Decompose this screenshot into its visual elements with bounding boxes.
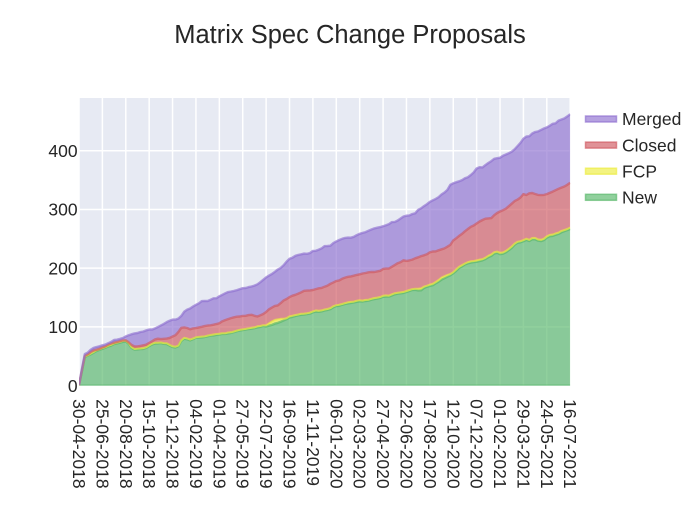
svg-text:22-07-2019: 22-07-2019 xyxy=(256,399,276,489)
svg-text:11-11-2019: 11-11-2019 xyxy=(303,399,323,486)
svg-text:17-08-2020: 17-08-2020 xyxy=(420,399,440,489)
svg-text:Closed: Closed xyxy=(622,135,676,155)
svg-text:29-03-2021: 29-03-2021 xyxy=(513,399,533,489)
svg-text:Merged: Merged xyxy=(622,109,681,129)
svg-text:06-01-2020: 06-01-2020 xyxy=(326,399,346,489)
svg-text:27-04-2020: 27-04-2020 xyxy=(373,399,393,489)
svg-text:24-05-2021: 24-05-2021 xyxy=(537,399,557,489)
svg-text:01-04-2019: 01-04-2019 xyxy=(209,399,229,489)
svg-text:25-06-2018: 25-06-2018 xyxy=(92,399,112,489)
svg-text:01-02-2021: 01-02-2021 xyxy=(490,399,510,489)
svg-text:22-06-2020: 22-06-2020 xyxy=(396,399,416,489)
svg-text:30-04-2018: 30-04-2018 xyxy=(69,399,89,489)
svg-text:16-09-2019: 16-09-2019 xyxy=(280,399,300,489)
svg-text:20-08-2018: 20-08-2018 xyxy=(116,399,136,489)
svg-text:New: New xyxy=(622,188,657,208)
svg-text:07-12-2020: 07-12-2020 xyxy=(467,399,487,489)
svg-text:400: 400 xyxy=(48,141,77,161)
svg-text:Matrix Spec Change Proposals: Matrix Spec Change Proposals xyxy=(174,21,526,49)
svg-text:200: 200 xyxy=(48,258,77,278)
svg-text:10-12-2018: 10-12-2018 xyxy=(163,399,183,489)
svg-text:FCP: FCP xyxy=(622,161,657,181)
svg-text:300: 300 xyxy=(48,200,77,220)
svg-text:0: 0 xyxy=(68,376,78,396)
svg-text:16-07-2021: 16-07-2021 xyxy=(560,399,580,489)
svg-text:12-10-2020: 12-10-2020 xyxy=(443,399,463,489)
svg-text:04-02-2019: 04-02-2019 xyxy=(186,399,206,489)
svg-text:100: 100 xyxy=(48,317,77,337)
svg-text:02-03-2020: 02-03-2020 xyxy=(350,399,370,489)
svg-text:27-05-2019: 27-05-2019 xyxy=(233,399,253,489)
svg-text:15-10-2018: 15-10-2018 xyxy=(139,399,159,489)
